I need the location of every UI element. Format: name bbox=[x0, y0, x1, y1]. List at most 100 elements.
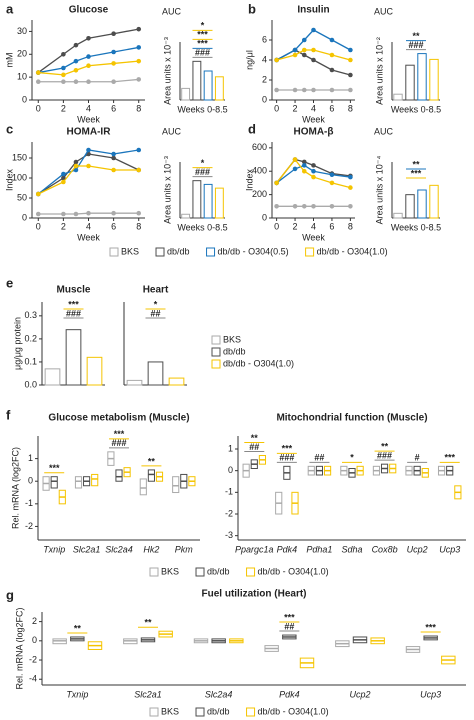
y-tick-label: 4 bbox=[262, 54, 267, 64]
series-point bbox=[292, 204, 298, 209]
x-axis-label: Weeks 0-8.5 bbox=[177, 104, 227, 114]
legend-label: db/db - O304(1.0) bbox=[258, 706, 329, 716]
series-point bbox=[61, 51, 66, 57]
series-point bbox=[111, 151, 116, 157]
series-line bbox=[276, 164, 351, 184]
series-point bbox=[311, 204, 316, 209]
x-tick-label: 0 bbox=[274, 221, 279, 231]
x-tick-label: 0 bbox=[36, 103, 41, 113]
y-axis-label: Area units x 10⁻³ bbox=[162, 37, 172, 105]
box bbox=[91, 473, 99, 487]
significance-label: * bbox=[350, 453, 354, 463]
y-tick-label: 0 bbox=[228, 465, 233, 475]
significance-label: ### bbox=[408, 40, 423, 50]
category-label: Pdha1 bbox=[306, 544, 332, 554]
series-point bbox=[35, 191, 41, 197]
x-tick-label: 6 bbox=[111, 221, 116, 231]
series-point bbox=[348, 204, 353, 209]
y-axis-label: Area units x 10⁻⁴ bbox=[374, 156, 384, 225]
y-axis-label: Area units x 10⁻³ bbox=[162, 156, 172, 224]
category-label: Pdk4 bbox=[277, 544, 298, 554]
y-tick-label: 0 bbox=[22, 94, 27, 104]
bar bbox=[214, 187, 224, 219]
panel-label: c bbox=[6, 121, 13, 136]
y-tick-label: 0.3 bbox=[24, 310, 37, 320]
significance-label: *** bbox=[49, 463, 60, 473]
series-point bbox=[292, 47, 298, 53]
x-tick-label: 2 bbox=[61, 103, 66, 113]
series-point bbox=[35, 79, 41, 85]
series-point bbox=[73, 58, 79, 64]
x-tick-label: 4 bbox=[86, 221, 91, 231]
series-point bbox=[329, 172, 335, 178]
series-point bbox=[136, 167, 142, 173]
significance-label: ## bbox=[249, 442, 259, 452]
significance-label: *** bbox=[444, 453, 455, 463]
x-tick-label: 8 bbox=[348, 103, 353, 113]
series-line bbox=[38, 212, 139, 215]
bar bbox=[192, 180, 202, 219]
bar bbox=[405, 64, 415, 101]
y-tick-label: 6 bbox=[262, 34, 267, 44]
box bbox=[172, 476, 180, 494]
panel-label: a bbox=[6, 1, 14, 16]
series-point bbox=[61, 171, 66, 177]
box bbox=[50, 476, 58, 489]
chart-title: Muscle bbox=[57, 285, 91, 296]
legend-swatch bbox=[195, 567, 205, 577]
panel-label: f bbox=[6, 407, 11, 422]
chart-title: AUC bbox=[374, 126, 394, 136]
series-point bbox=[111, 61, 116, 66]
series-point bbox=[274, 57, 279, 63]
y-tick-label: 0 bbox=[32, 635, 37, 645]
y-tick-label: -4 bbox=[29, 674, 37, 684]
series-point bbox=[136, 26, 142, 32]
series-point bbox=[329, 67, 335, 73]
bar bbox=[86, 356, 103, 386]
series-point bbox=[136, 147, 142, 153]
category-label: Ucp2 bbox=[349, 689, 370, 699]
x-tick-label: 2 bbox=[61, 221, 66, 231]
y-tick-label: 1 bbox=[228, 443, 233, 453]
legend-swatch bbox=[149, 567, 159, 577]
significance-label: ### bbox=[111, 438, 126, 448]
y-tick-label: 20 bbox=[17, 49, 27, 59]
series-line bbox=[276, 158, 351, 189]
x-axis-label: Weeks 0-8.5 bbox=[391, 222, 441, 232]
y-tick-label: 0.2 bbox=[24, 333, 37, 343]
series-point bbox=[136, 45, 142, 50]
y-axis-label: Rel. mRNA (log2FC) bbox=[10, 447, 20, 529]
legend-label: db/db bbox=[207, 706, 230, 716]
box bbox=[147, 469, 155, 482]
series-line bbox=[37, 149, 139, 195]
box bbox=[139, 478, 147, 496]
chart-title: Mitochondrial function (Muscle) bbox=[276, 413, 427, 424]
significance-label: ### bbox=[279, 453, 294, 463]
series-line bbox=[37, 165, 139, 195]
legend-swatch bbox=[195, 707, 205, 717]
y-axis-label: Index bbox=[4, 168, 14, 191]
significance-label: ### bbox=[195, 48, 210, 58]
x-tick-label: 0 bbox=[274, 103, 279, 113]
series-point bbox=[86, 210, 91, 216]
series-line bbox=[38, 78, 139, 83]
series-point bbox=[311, 47, 316, 53]
series-point bbox=[274, 87, 279, 93]
legend-label: db/db - O304(1.0) bbox=[317, 246, 388, 256]
series-line bbox=[37, 28, 139, 74]
panel-label: b bbox=[248, 1, 256, 16]
significance-label: * bbox=[201, 158, 205, 168]
series-point bbox=[301, 87, 307, 93]
legend-label: db/db - O304(1.0) bbox=[223, 358, 294, 368]
series-point bbox=[301, 159, 307, 165]
bar bbox=[429, 184, 439, 219]
y-tick-label: -1 bbox=[25, 498, 33, 508]
significance-label: ## bbox=[284, 621, 294, 631]
series-point bbox=[86, 163, 91, 169]
category-label: Pdk4 bbox=[279, 689, 300, 699]
series-point bbox=[348, 87, 353, 93]
y-tick-label: 1 bbox=[28, 453, 33, 463]
category-label: Ppargc1a bbox=[235, 544, 274, 554]
y-tick-label: 30 bbox=[17, 26, 27, 36]
